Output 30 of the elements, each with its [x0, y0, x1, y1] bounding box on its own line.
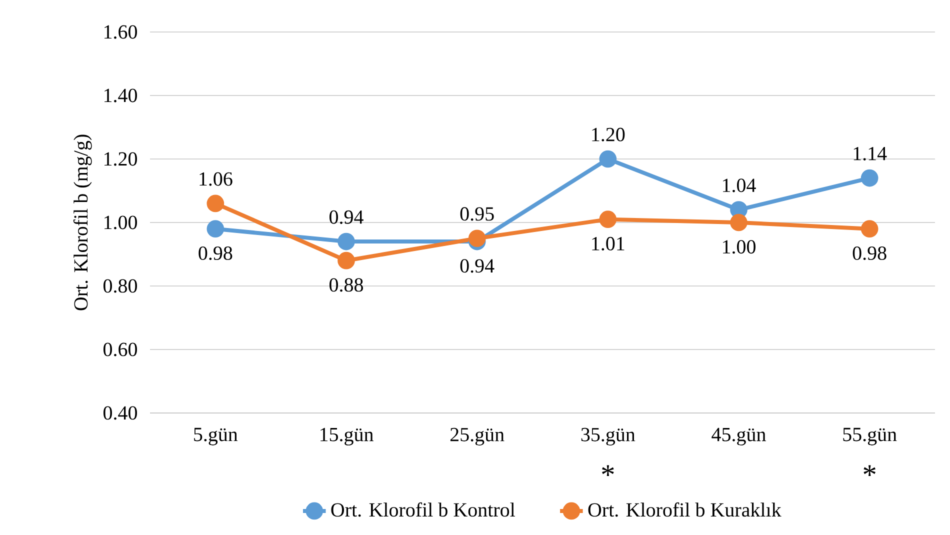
data-label: 1.01 — [592, 236, 624, 251]
text: * — [864, 465, 876, 476]
y-tick-label: 0.80 — [103, 279, 137, 293]
x-tick-label: 45.gün — [712, 428, 766, 446]
text: * — [602, 465, 614, 476]
legend-label: Ort. Klorofil b Kuraklık — [588, 502, 782, 517]
x-tick-label: 25.gün — [450, 428, 504, 446]
data-label: 1.14 — [854, 146, 887, 160]
y-tick-label: 0.40 — [103, 406, 137, 420]
y-tick-label: 0.60 — [103, 342, 137, 356]
data-label: 1.20 — [592, 128, 625, 142]
data-label: 1.00 — [723, 240, 756, 254]
x-tick-label: 55.gün — [843, 428, 897, 446]
y-tick-label: 1.00 — [104, 216, 137, 230]
data-label: 0.88 — [330, 278, 363, 292]
legend-label: Ort. Klorofil b Kontrol — [331, 502, 515, 517]
data-label: 1.04 — [723, 178, 756, 192]
data-label: 0.94 — [330, 210, 364, 224]
data-label: 0.98 — [852, 246, 886, 260]
x-tick-label: 5.gün — [194, 428, 238, 446]
data-label: 0.94 — [460, 259, 494, 273]
y-tick-label: 1.60 — [104, 25, 137, 39]
y-axis-title: Ort. Klorofil b (mg/g) — [73, 134, 92, 310]
x-tick-label: 15.gün — [320, 428, 374, 446]
y-tick-label: 1.40 — [104, 88, 137, 102]
data-label: 0.95 — [460, 207, 494, 221]
x-tick-label: 35.gün — [581, 428, 636, 446]
y-tick-label: 1.20 — [104, 152, 137, 166]
data-label: 1.06 — [200, 172, 232, 186]
data-label: 0.98 — [198, 246, 232, 260]
